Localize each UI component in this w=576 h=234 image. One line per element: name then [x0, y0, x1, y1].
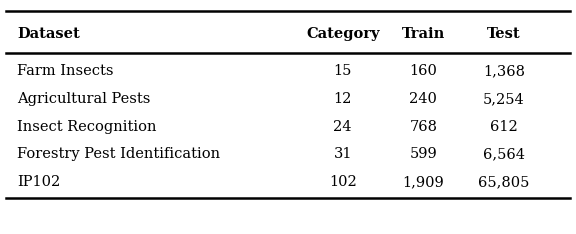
Text: 240: 240	[410, 92, 437, 106]
Text: 1,909: 1,909	[403, 175, 444, 189]
Text: 612: 612	[490, 120, 518, 134]
Text: 102: 102	[329, 175, 357, 189]
Text: Test: Test	[487, 27, 521, 41]
Text: 5,254: 5,254	[483, 92, 525, 106]
Text: Category: Category	[306, 27, 380, 41]
Text: 768: 768	[410, 120, 437, 134]
Text: Insect Recognition: Insect Recognition	[17, 120, 157, 134]
Text: 31: 31	[334, 147, 352, 161]
Text: Forestry Pest Identification: Forestry Pest Identification	[17, 147, 221, 161]
Text: 599: 599	[410, 147, 437, 161]
Text: 12: 12	[334, 92, 352, 106]
Text: 6,564: 6,564	[483, 147, 525, 161]
Text: 24: 24	[334, 120, 352, 134]
Text: Agricultural Pests: Agricultural Pests	[17, 92, 151, 106]
Text: Dataset: Dataset	[17, 27, 80, 41]
Text: Farm Insects: Farm Insects	[17, 64, 114, 78]
Text: IP102: IP102	[17, 175, 60, 189]
Text: 15: 15	[334, 64, 352, 78]
Text: Train: Train	[401, 27, 445, 41]
Text: 160: 160	[410, 64, 437, 78]
Text: 65,805: 65,805	[478, 175, 530, 189]
Text: 1,368: 1,368	[483, 64, 525, 78]
